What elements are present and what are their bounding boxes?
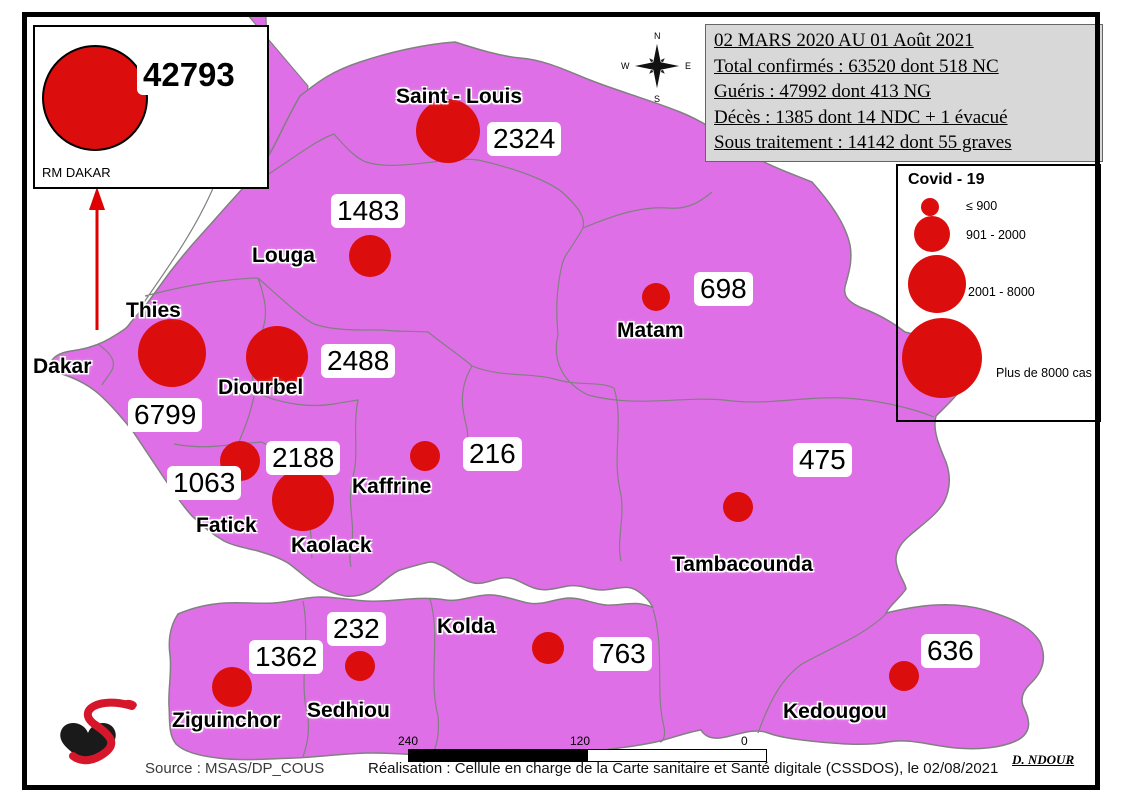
- region-bubble-sedhiou: [345, 651, 375, 681]
- dakar-case-count: 42793: [137, 55, 241, 95]
- legend-circle-2: [908, 255, 966, 313]
- region-bubble-kaolack: [272, 469, 334, 531]
- legend-circle-3: [902, 318, 982, 398]
- region-bubble-matam: [642, 283, 670, 311]
- region-label-kolda: Kolda: [437, 615, 496, 638]
- region-label-sedhiou: Sedhiou: [307, 699, 390, 722]
- region-bubble-louga: [349, 235, 391, 277]
- region-label-dakar: Dakar: [33, 355, 92, 378]
- scale-label-120: 120: [570, 734, 591, 748]
- legend: Covid - 19: [896, 164, 1101, 422]
- region-case-count-thies: 6799: [128, 398, 203, 432]
- region-bubble-kolda: [532, 632, 564, 664]
- scale-label-240: 240: [398, 734, 419, 748]
- summary-period: 02 MARS 2020 AU 01 Août 2021: [714, 30, 974, 51]
- region-case-count-louga: 1483: [331, 194, 406, 228]
- msas-logo: [60, 698, 137, 765]
- scale-bar-track: [408, 749, 767, 762]
- region-label-matam: Matam: [617, 319, 684, 342]
- map-landmass: [48, 41, 1045, 761]
- region-bubble-tambacounda: [723, 492, 753, 522]
- legend-class-label-2: 2001 - 8000: [968, 285, 1035, 299]
- region-bubble-kaffrine: [410, 441, 440, 471]
- region-bubble-ziguinchor: [212, 667, 252, 707]
- legend-title: Covid - 19: [908, 171, 985, 188]
- region-bubble-saint-louis: [416, 99, 480, 163]
- legend-circle-1: [914, 216, 950, 252]
- inset-region-label: RM DAKAR: [42, 165, 111, 180]
- compass-rose-icon: N E S W: [621, 31, 691, 104]
- inset-rm-dakar: 42793 RM DAKAR: [33, 25, 269, 189]
- region-case-count-saint-louis: 2324: [487, 122, 562, 156]
- region-case-count-fatick: 1063: [167, 466, 242, 500]
- summary-deaths: Décès : 1385 dont 14 NDC + 1 évacué: [714, 106, 1008, 128]
- region-label-tambacounda: Tambacounda: [672, 553, 813, 576]
- region-label-kaolack: Kaolack: [291, 534, 372, 557]
- compass-n: N: [654, 31, 661, 41]
- summary-recovered: Guéris : 47992 dont 413 NG: [714, 81, 931, 102]
- region-label-kedougou: Kedougou: [783, 700, 887, 723]
- legend-class-label-3: Plus de 8000 cas: [996, 366, 1092, 380]
- region-label-diourbel: Diourbel: [218, 376, 304, 399]
- region-case-count-kaffrine: 216: [463, 437, 522, 471]
- region-label-thies: Thies: [126, 299, 181, 322]
- compass-e: E: [685, 61, 691, 71]
- region-label-saint-louis: Saint - Louis: [396, 85, 522, 108]
- compass-s: S: [654, 94, 660, 104]
- region-label-ziguinchor: Ziguinchor: [172, 709, 281, 732]
- region-case-count-ziguinchor: 1362: [249, 640, 324, 674]
- region-label-louga: Louga: [252, 244, 315, 267]
- summary-confirmed: Total confirmés : 63520 dont 518 NC: [714, 55, 999, 77]
- region-case-count-diourbel: 2488: [321, 344, 396, 378]
- summary-box: 02 MARS 2020 AU 01 Août 2021 Total confi…: [705, 24, 1103, 162]
- legend-class-label-0: ≤ 900: [966, 199, 998, 213]
- scale-bar-segment: [409, 750, 588, 761]
- region-bubble-kedougou: [889, 661, 919, 691]
- region-case-count-kedougou: 636: [921, 634, 980, 668]
- region-case-count-kaolack: 2188: [266, 441, 341, 475]
- region-case-count-matam: 698: [694, 272, 753, 306]
- region-bubble-thies: [138, 319, 206, 387]
- region-label-kaffrine: Kaffrine: [352, 475, 432, 498]
- dakar-inset-arrow: [89, 187, 105, 330]
- region-case-count-kolda: 763: [593, 637, 652, 671]
- realisation-text: Réalisation : Cellule en charge de la Ca…: [368, 760, 999, 777]
- dakar-bubble: [42, 45, 148, 151]
- region-bubble-diourbel: [246, 326, 308, 388]
- compass-w: W: [621, 61, 630, 71]
- region-case-count-tambacounda: 475: [793, 443, 852, 477]
- credit-text: D. NDOUR: [1012, 752, 1075, 767]
- region-case-count-sedhiou: 232: [327, 612, 386, 646]
- legend-class-label-1: 901 - 2000: [966, 228, 1026, 242]
- source-text: Source : MSAS/DP_COUS: [145, 760, 325, 777]
- legend-circle-0: [921, 198, 939, 216]
- summary-under-treatment: Sous traitement : 14142 dont 55 graves: [714, 132, 1012, 153]
- region-label-fatick: Fatick: [196, 514, 257, 537]
